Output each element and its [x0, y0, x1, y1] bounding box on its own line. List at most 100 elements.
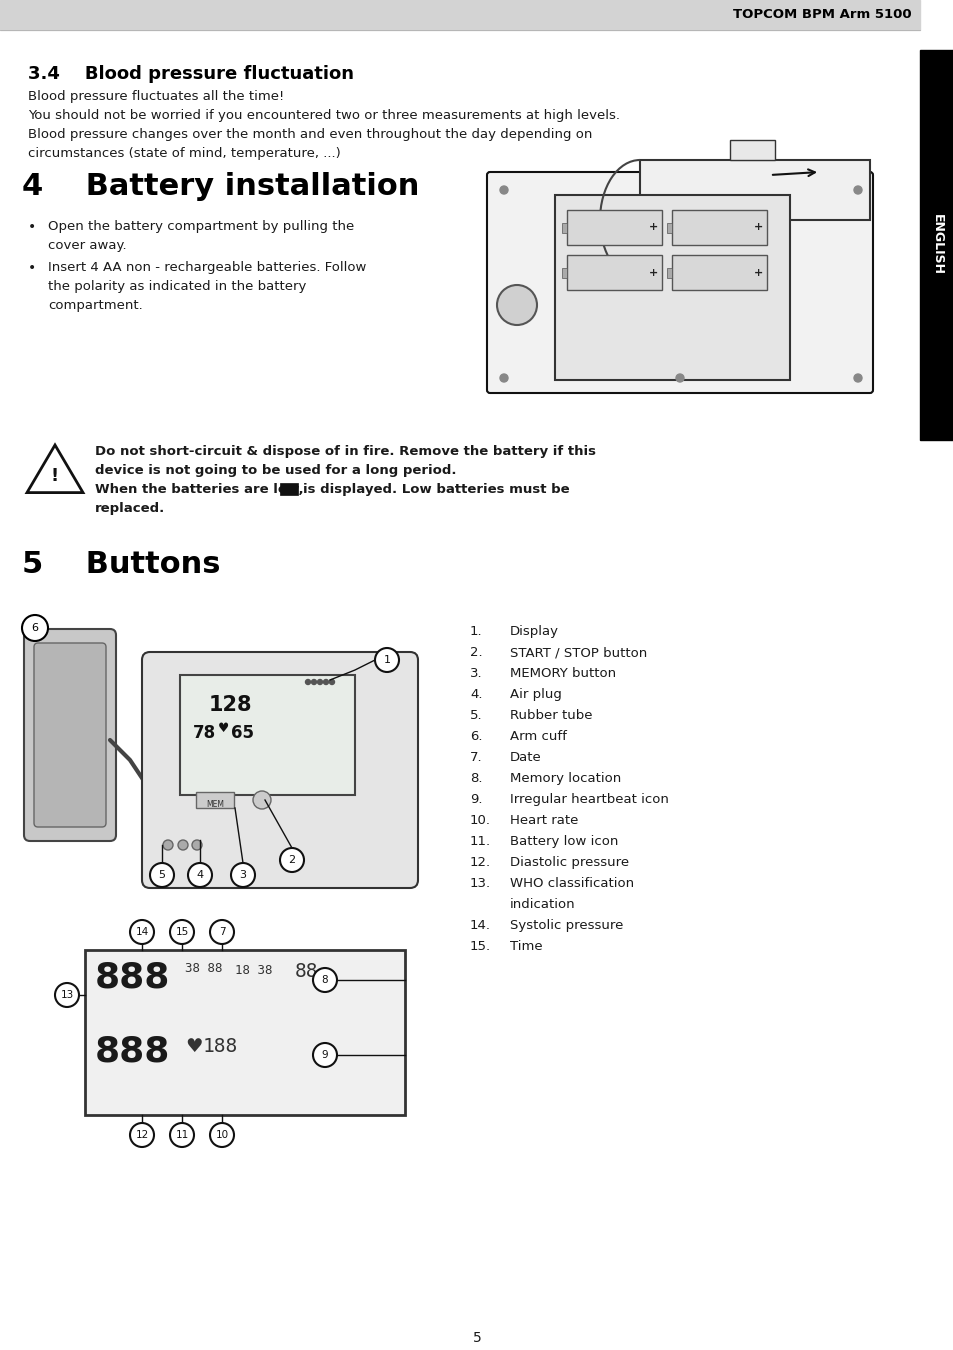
- Bar: [666, 223, 671, 232]
- Bar: [666, 267, 671, 278]
- Text: 4: 4: [196, 869, 203, 880]
- Text: the polarity as indicated in the battery: the polarity as indicated in the battery: [48, 279, 306, 293]
- Text: 88: 88: [294, 963, 318, 981]
- Bar: [180, 675, 355, 795]
- Text: 12: 12: [135, 1130, 149, 1139]
- Text: 10.: 10.: [470, 814, 491, 828]
- Text: 14.: 14.: [470, 919, 491, 931]
- Text: 9: 9: [321, 1050, 328, 1060]
- Text: 188: 188: [203, 1037, 238, 1056]
- Circle shape: [170, 919, 193, 944]
- Text: •: •: [28, 261, 36, 275]
- Text: 2.: 2.: [470, 647, 482, 659]
- Circle shape: [55, 983, 79, 1007]
- Circle shape: [497, 285, 537, 325]
- Circle shape: [150, 863, 173, 887]
- Circle shape: [22, 616, 48, 641]
- Text: 888: 888: [95, 1035, 171, 1069]
- Text: 18 38: 18 38: [234, 964, 273, 977]
- Text: 11.: 11.: [470, 836, 491, 848]
- Text: Insert 4 AA non - rechargeable batteries. Follow: Insert 4 AA non - rechargeable batteries…: [48, 261, 366, 274]
- Text: cover away.: cover away.: [48, 239, 127, 252]
- Text: TOPCOM BPM Arm 5100: TOPCOM BPM Arm 5100: [733, 8, 911, 22]
- Circle shape: [853, 186, 862, 194]
- Text: MEM: MEM: [206, 801, 224, 809]
- Circle shape: [499, 374, 507, 382]
- Text: Irregular heartbeat icon: Irregular heartbeat icon: [510, 792, 668, 806]
- Text: 78: 78: [193, 724, 215, 742]
- Bar: [85, 950, 405, 1115]
- Bar: [671, 211, 766, 244]
- Text: 9.: 9.: [470, 792, 482, 806]
- Circle shape: [210, 919, 233, 944]
- Text: 8: 8: [321, 975, 328, 985]
- Text: Date: Date: [510, 751, 541, 764]
- Circle shape: [329, 679, 335, 684]
- Text: 3.: 3.: [470, 667, 482, 680]
- Text: ♥: ♥: [218, 722, 230, 734]
- Text: Arm cuff: Arm cuff: [510, 730, 566, 742]
- Circle shape: [375, 648, 398, 672]
- Bar: [195, 792, 233, 809]
- Bar: [671, 255, 766, 290]
- Text: +: +: [754, 267, 762, 278]
- Circle shape: [280, 848, 304, 872]
- FancyBboxPatch shape: [142, 652, 417, 888]
- FancyBboxPatch shape: [486, 171, 872, 393]
- Text: Battery low icon: Battery low icon: [510, 836, 618, 848]
- Text: 65: 65: [232, 724, 254, 742]
- Text: device is not going to be used for a long period.: device is not going to be used for a lon…: [95, 464, 456, 477]
- Text: 15: 15: [175, 927, 189, 937]
- Text: 13: 13: [60, 990, 73, 1000]
- Bar: [919, 50, 953, 440]
- Bar: [561, 223, 566, 232]
- Text: Time: Time: [510, 940, 542, 953]
- Text: Memory location: Memory location: [510, 772, 620, 784]
- Text: 5: 5: [472, 1331, 481, 1345]
- Circle shape: [305, 679, 310, 684]
- Text: ENGLISH: ENGLISH: [929, 215, 943, 275]
- Text: Blood pressure changes over the month and even throughout the day depending on: Blood pressure changes over the month an…: [28, 128, 592, 140]
- Text: 38 88: 38 88: [185, 963, 222, 975]
- Text: Heart rate: Heart rate: [510, 814, 578, 828]
- Circle shape: [178, 840, 188, 850]
- Text: Rubber tube: Rubber tube: [510, 709, 592, 722]
- Bar: [566, 255, 661, 290]
- Text: 888: 888: [95, 960, 171, 994]
- Circle shape: [253, 791, 271, 809]
- FancyBboxPatch shape: [24, 629, 116, 841]
- Text: replaced.: replaced.: [95, 502, 165, 514]
- Text: Diastolic pressure: Diastolic pressure: [510, 856, 628, 869]
- Text: +: +: [754, 223, 762, 232]
- Text: ♥: ♥: [185, 1037, 202, 1056]
- Text: You should not be worried if you encountered two or three measurements at high l: You should not be worried if you encount…: [28, 109, 619, 122]
- Circle shape: [313, 968, 336, 992]
- Circle shape: [323, 679, 328, 684]
- Text: 1.: 1.: [470, 625, 482, 639]
- Bar: [555, 194, 789, 379]
- Text: 15.: 15.: [470, 940, 491, 953]
- Text: is displayed. Low batteries must be: is displayed. Low batteries must be: [303, 483, 569, 495]
- Circle shape: [317, 679, 322, 684]
- Text: 13.: 13.: [470, 878, 491, 890]
- Text: When the batteries are low,: When the batteries are low,: [95, 483, 303, 495]
- Text: Blood pressure fluctuates all the time!: Blood pressure fluctuates all the time!: [28, 90, 284, 103]
- Text: 14: 14: [135, 927, 149, 937]
- Bar: [729, 140, 774, 161]
- Text: 6.: 6.: [470, 730, 482, 742]
- FancyBboxPatch shape: [34, 643, 106, 828]
- Text: 2: 2: [288, 855, 295, 865]
- Text: 128: 128: [208, 695, 252, 716]
- Polygon shape: [27, 446, 83, 493]
- Circle shape: [163, 840, 172, 850]
- Text: 7: 7: [218, 927, 225, 937]
- Text: 11: 11: [175, 1130, 189, 1139]
- Circle shape: [676, 374, 683, 382]
- Text: 6: 6: [31, 622, 38, 633]
- Text: 5: 5: [158, 869, 165, 880]
- Circle shape: [312, 679, 316, 684]
- Circle shape: [853, 374, 862, 382]
- Circle shape: [130, 1123, 153, 1148]
- Text: compartment.: compartment.: [48, 298, 143, 312]
- Text: START / STOP button: START / STOP button: [510, 647, 646, 659]
